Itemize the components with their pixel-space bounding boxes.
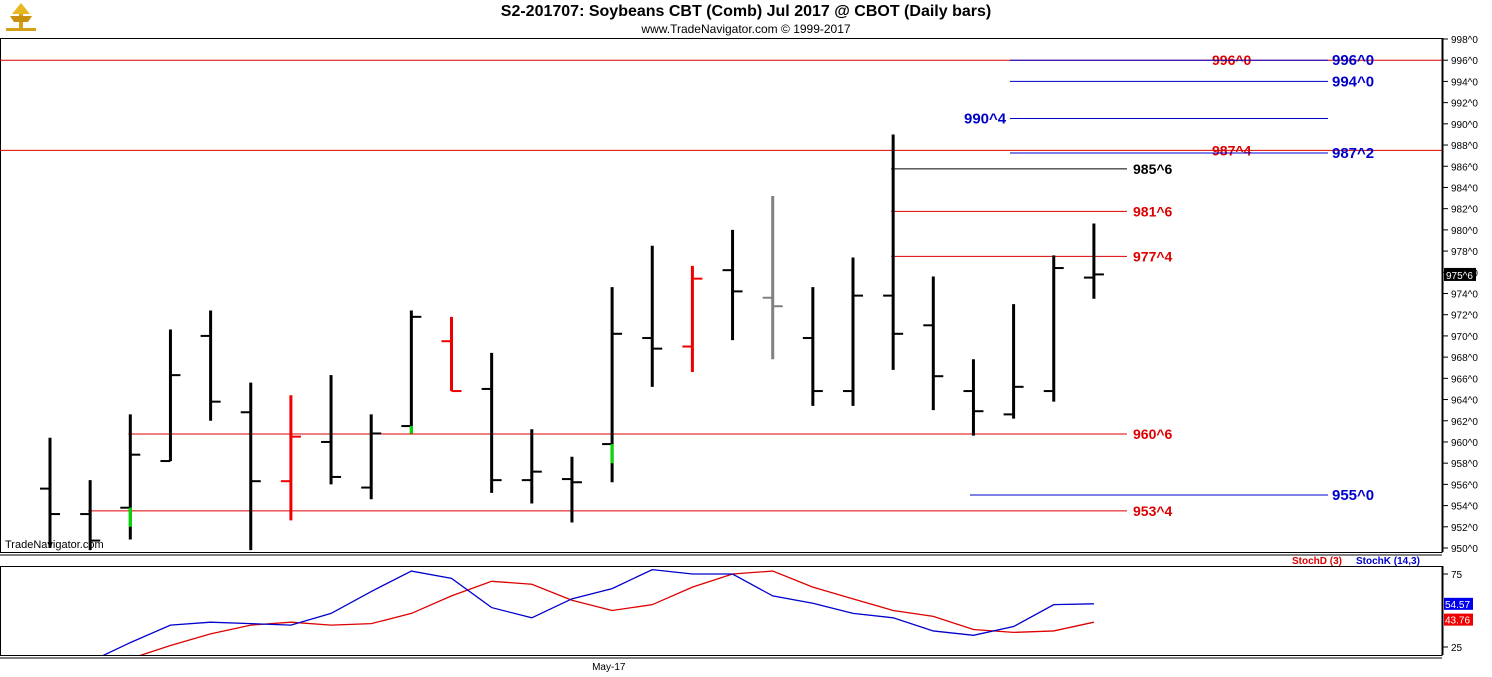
y-tick-label: 974^0 — [1451, 290, 1478, 301]
stoch-tick-label: 75 — [1451, 570, 1463, 581]
y-tick-label: 990^0 — [1451, 120, 1478, 131]
y-tick-label: 972^0 — [1451, 311, 1478, 322]
ohlc-bar — [80, 480, 101, 551]
y-tick-label: 964^0 — [1451, 396, 1478, 407]
ohlc-bar — [883, 134, 904, 370]
y-tick-label: 982^0 — [1451, 205, 1478, 216]
trade-navigator-logo-icon — [4, 2, 38, 34]
ohlc-bar — [1043, 255, 1064, 402]
ohlc-bar — [40, 437, 60, 548]
level-label: 977^4 — [1133, 248, 1173, 264]
y-tick-label: 954^0 — [1451, 502, 1478, 513]
ohlc-bar — [401, 310, 422, 434]
stoch-k-value: 54.57 — [1445, 600, 1470, 611]
ohlc-bar — [321, 375, 342, 485]
ohlc-bar — [441, 316, 462, 393]
y-tick-label: 978^0 — [1451, 247, 1478, 258]
y-tick-label: 984^0 — [1451, 183, 1478, 194]
y-tick-label: 980^0 — [1451, 226, 1478, 237]
ohlc-bar — [280, 395, 301, 521]
ohlc-bar — [642, 245, 663, 387]
ohlc-bar — [762, 195, 783, 360]
ohlc-bar — [1083, 223, 1104, 299]
level-label: 953^4 — [1133, 503, 1173, 519]
y-tick-label: 970^0 — [1451, 332, 1478, 343]
y-tick-label: 994^0 — [1451, 77, 1478, 88]
ohlc-bar — [682, 265, 703, 372]
price-panel-frame — [0, 38, 1443, 553]
blue-level-label: 990^4 — [964, 111, 1007, 128]
y-tick-label: 998^0 — [1451, 35, 1478, 46]
y-tick-label: 956^0 — [1451, 480, 1478, 491]
y-tick-label: 952^0 — [1451, 523, 1478, 534]
chart-title: S2-201707: Soybeans CBT (Comb) Jul 2017 … — [500, 3, 992, 20]
y-tick-label: 960^0 — [1451, 438, 1478, 449]
stoch-k-legend: StochK (14,3) — [1356, 556, 1420, 567]
blue-level-label: 996^0 — [1332, 52, 1374, 69]
y-tick-label: 986^0 — [1451, 162, 1478, 173]
y-tick-label: 962^0 — [1451, 417, 1478, 428]
level-label: 960^6 — [1133, 426, 1173, 442]
stoch-d-legend: StochD (3) — [1292, 556, 1342, 567]
stoch-k-line — [102, 568, 1094, 655]
stoch-d-line — [139, 570, 1095, 655]
y-tick-label: 996^0 — [1451, 56, 1478, 67]
ohlc-bar — [802, 287, 823, 406]
ohlc-bar — [481, 352, 502, 493]
ohlc-bar — [240, 382, 261, 551]
blue-level-label: 987^2 — [1332, 145, 1374, 162]
ohlc-bar — [963, 359, 984, 436]
level-label: 985^6 — [1133, 161, 1173, 177]
last-price-badge — [1444, 267, 1476, 281]
ohlc-bar — [561, 456, 582, 523]
ohlc-bar — [521, 429, 542, 504]
chart-subtitle: www.TradeNavigator.com © 1999-2017 — [641, 22, 851, 36]
blue-level-label: 955^0 — [1332, 487, 1374, 504]
x-axis-label: May-17 — [592, 662, 626, 673]
ohlc-bar — [843, 257, 863, 406]
y-tick-label: 992^0 — [1451, 99, 1478, 110]
ohlc-bar — [923, 276, 944, 411]
ohlc-bar — [200, 310, 221, 421]
y-tick-label: 950^0 — [1451, 544, 1478, 555]
y-tick-label: 968^0 — [1451, 353, 1478, 364]
stoch-panel-frame — [0, 566, 1443, 656]
stoch-d-badge — [1444, 613, 1473, 626]
level-label: 981^6 — [1133, 203, 1173, 219]
y-tick-label: 988^0 — [1451, 141, 1478, 152]
ohlc-bar — [361, 414, 382, 500]
stoch-k-badge — [1444, 597, 1473, 610]
y-tick-label: 958^0 — [1451, 459, 1478, 470]
y-tick-label: 966^0 — [1451, 374, 1478, 385]
ohlc-bar — [1003, 304, 1024, 419]
stoch-tick-label: 25 — [1451, 643, 1463, 654]
ohlc-bar — [602, 287, 623, 483]
watermark: TradeNavigator.com — [5, 539, 104, 551]
stoch-d-value: 43.76 — [1445, 616, 1470, 627]
blue-level-label: 994^0 — [1332, 73, 1374, 90]
ohlc-bar — [722, 229, 743, 341]
level-label: 987^4 — [1212, 142, 1252, 158]
ohlc-bar — [160, 329, 181, 463]
last-price-label: 975^6 — [1446, 271, 1473, 282]
ohlc-bar — [120, 414, 141, 540]
